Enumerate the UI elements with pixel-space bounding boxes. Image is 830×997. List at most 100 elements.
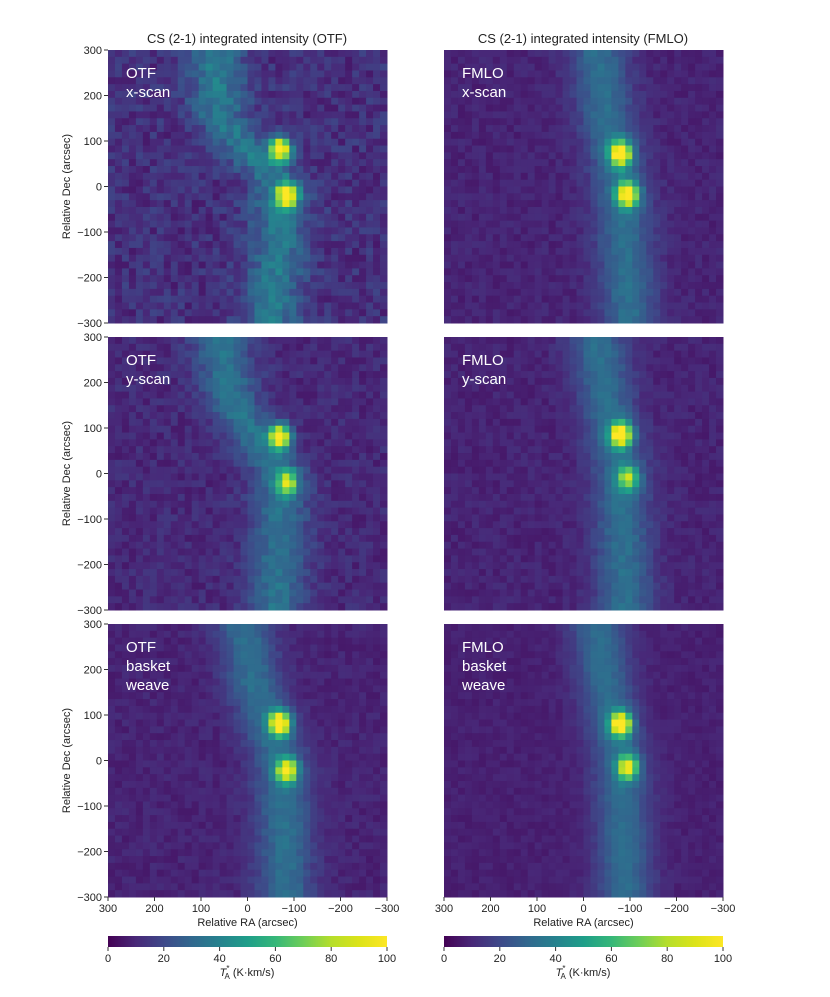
heatmap-cell	[513, 159, 522, 167]
heatmap-cell	[156, 377, 165, 386]
heatmap-cell	[562, 125, 571, 133]
heatmap-cell	[541, 118, 550, 126]
heatmap-cell	[108, 480, 116, 488]
heatmap-cell	[541, 70, 550, 78]
heatmap-cell	[450, 316, 459, 324]
heatmap-cell	[247, 548, 255, 556]
heatmap-cell	[345, 439, 353, 447]
heatmap-cell	[128, 343, 137, 352]
heatmap-cell	[226, 159, 235, 167]
heatmap-cell	[128, 104, 137, 112]
heatmap-cell	[345, 521, 353, 529]
heatmap-cell	[359, 582, 367, 591]
heatmap-cell	[233, 398, 242, 406]
heatmap-cell	[142, 446, 151, 454]
heatmap-cell	[366, 596, 374, 604]
heatmap-cell	[457, 282, 466, 290]
heatmap-cell	[331, 213, 339, 222]
heatmap-cell	[352, 493, 360, 502]
heatmap-cell	[373, 384, 381, 393]
heatmap-cell	[268, 254, 276, 263]
heatmap-cell	[310, 77, 318, 85]
heatmap-cell	[142, 111, 151, 119]
heatmap-cell	[135, 439, 144, 447]
heatmap-cell	[380, 384, 388, 393]
heatmap-cell	[352, 589, 360, 597]
heatmap-cell	[142, 534, 151, 543]
heatmap-cell	[485, 145, 494, 153]
heatmap-cell	[121, 377, 130, 386]
heatmap-cell	[205, 371, 214, 379]
heatmap-cell	[555, 104, 564, 112]
heatmap-cell	[373, 575, 381, 584]
heatmap-cell	[233, 138, 242, 147]
heatmap-cell	[142, 507, 151, 515]
heatmap-cell	[226, 234, 235, 242]
heatmap-cell	[681, 118, 689, 126]
heatmap-cell	[163, 159, 172, 167]
heatmap-cell	[254, 555, 262, 563]
heatmap-cell	[555, 97, 564, 106]
heatmap-cell	[205, 295, 214, 304]
heatmap-cell	[345, 534, 353, 543]
heatmap-cell	[352, 227, 360, 235]
heatmap-cell	[177, 337, 186, 345]
heatmap-cell	[219, 111, 228, 119]
heatmap-cell	[310, 90, 318, 99]
heatmap-cell	[128, 562, 137, 570]
heatmap-cell	[646, 261, 654, 269]
heatmap-cell	[170, 589, 179, 597]
heatmap-cell	[359, 179, 367, 188]
heatmap-cell	[198, 453, 207, 461]
heatmap-cell	[471, 111, 480, 119]
heatmap-cell	[583, 90, 591, 99]
heatmap-cell	[114, 241, 123, 249]
heatmap-cell	[303, 309, 311, 317]
heatmap-cell	[128, 200, 137, 208]
heatmap-cell	[261, 337, 269, 345]
heatmap-cell	[226, 541, 235, 550]
heatmap-cell	[310, 186, 318, 194]
heatmap-cell	[331, 425, 339, 434]
heatmap-cell	[359, 316, 367, 324]
heatmap-cell	[142, 398, 151, 406]
panel-label: FMLO x-scan	[462, 65, 506, 101]
heatmap-cell	[366, 521, 374, 529]
heatmap-cell	[555, 275, 564, 283]
heatmap-cell	[444, 152, 452, 160]
heatmap-cell	[170, 145, 179, 153]
heatmap-cell	[177, 302, 186, 310]
heatmap-cell	[485, 125, 494, 133]
heatmap-cell	[527, 268, 536, 276]
heatmap-cell	[219, 206, 228, 215]
heatmap-cell	[184, 213, 193, 222]
heatmap-cell	[317, 459, 325, 468]
heatmap-cell	[303, 534, 311, 543]
heatmap-cell	[457, 186, 466, 194]
heatmap-cell	[135, 493, 144, 502]
heatmap-cell	[527, 254, 536, 263]
heatmap-cell	[695, 77, 703, 85]
heatmap-cell	[548, 254, 557, 263]
heatmap-cell	[366, 282, 374, 290]
heatmap-cell	[562, 343, 571, 352]
heatmap-cell	[170, 357, 179, 365]
heatmap-cell	[352, 90, 360, 99]
heatmap-cell	[604, 77, 612, 85]
heatmap-cell	[492, 97, 501, 106]
heatmap-cell	[681, 200, 689, 208]
heatmap-cell	[464, 350, 473, 358]
heatmap-cell	[317, 268, 325, 276]
heatmap-cell	[163, 111, 172, 119]
heatmap-cell	[310, 193, 318, 201]
heatmap-cell	[275, 364, 283, 372]
heatmap-cell	[261, 282, 269, 290]
heatmap-cell	[457, 84, 466, 92]
heatmap-cell	[219, 541, 228, 550]
heatmap-cell	[247, 261, 255, 269]
heatmap-cell	[499, 213, 508, 222]
heatmap-cell	[233, 111, 242, 119]
heatmap-cell	[254, 432, 262, 440]
heatmap-cell	[345, 50, 353, 58]
heatmap-cell	[247, 582, 255, 591]
